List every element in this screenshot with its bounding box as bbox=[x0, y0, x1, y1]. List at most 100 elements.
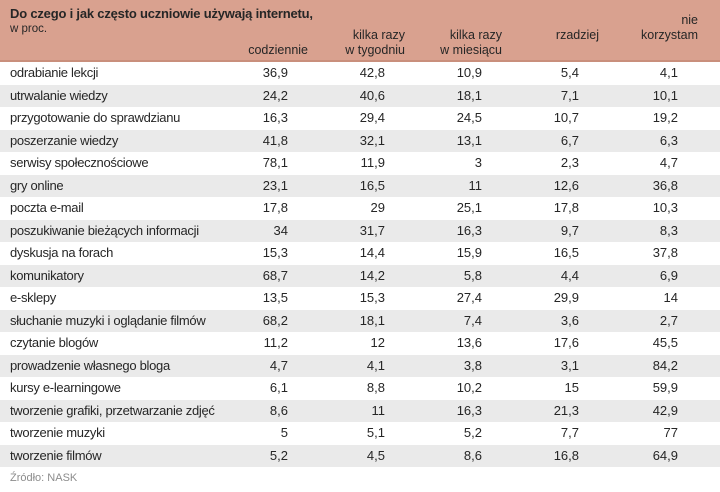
row-value: 5,1 bbox=[366, 425, 385, 440]
row-value: 11,2 bbox=[263, 335, 288, 350]
row-value: 13,6 bbox=[456, 335, 482, 350]
table-row: tworzenie muzyki 5 5,1 5,2 7,7 77 bbox=[0, 422, 720, 445]
row-value: 2,3 bbox=[560, 155, 579, 170]
row-value: 37,8 bbox=[652, 245, 678, 260]
row-value: 13,1 bbox=[456, 132, 482, 148]
row-value: 4,1 bbox=[366, 357, 385, 373]
page-title: Do czego i jak często uczniowie używają … bbox=[10, 6, 313, 21]
table-row: tworzenie grafiki, przetwarzanie zdjęć 8… bbox=[0, 399, 720, 422]
row-value: 8,6 bbox=[463, 447, 482, 463]
row-value: 8,8 bbox=[366, 380, 385, 395]
column-header-kilka-razy-w-miesiacu: kilka razy w miesiącu bbox=[440, 27, 502, 57]
table-row: utrwalanie wiedzy 24,2 40,6 18,1 7,1 10,… bbox=[0, 84, 720, 107]
table-row: czytanie blogów 11,2 12 13,6 17,6 45,5 bbox=[0, 332, 720, 355]
table-row: dyskusja na forach 15,3 14,4 15,9 16,5 3… bbox=[0, 242, 720, 265]
row-label: czytanie blogów bbox=[10, 335, 98, 350]
row-value: 11,9 bbox=[360, 155, 385, 170]
row-value: 4,4 bbox=[560, 267, 579, 283]
row-value: 4,7 bbox=[659, 155, 678, 170]
table-row: e-sklepy 13,5 15,3 27,4 29,9 14 bbox=[0, 287, 720, 310]
row-label: komunikatory bbox=[10, 267, 84, 283]
row-value: 4,5 bbox=[366, 447, 385, 463]
row-value: 10,3 bbox=[652, 200, 678, 215]
row-value: 34 bbox=[273, 222, 288, 238]
row-value: 5,2 bbox=[463, 425, 482, 440]
title-block: Do czego i jak często uczniowie używają … bbox=[0, 0, 720, 37]
row-value: 8,3 bbox=[659, 222, 678, 238]
row-value: 59,9 bbox=[652, 380, 678, 395]
row-value: 23,1 bbox=[262, 177, 288, 193]
row-value: 6,7 bbox=[560, 132, 579, 148]
row-value: 10,1 bbox=[652, 87, 678, 103]
table-row: tworzenie filmów 5,2 4,5 8,6 16,8 64,9 bbox=[0, 444, 720, 467]
row-value: 7,7 bbox=[560, 425, 579, 440]
row-value: 12 bbox=[370, 335, 385, 350]
row-value: 84,2 bbox=[652, 357, 678, 373]
column-header-nie-korzystam: nie korzystam bbox=[641, 12, 698, 42]
row-value: 77 bbox=[663, 425, 678, 440]
row-value: 36,9 bbox=[262, 65, 288, 80]
table-row: odrabianie lekcji 36,9 42,8 10,9 5,4 4,1 bbox=[0, 62, 720, 85]
row-value: 15,3 bbox=[359, 290, 385, 305]
row-value: 16,3 bbox=[262, 110, 288, 125]
table-row: gry online 23,1 16,5 11 12,6 36,8 bbox=[0, 174, 720, 197]
row-value: 45,5 bbox=[652, 335, 678, 350]
row-value: 78,1 bbox=[262, 155, 288, 170]
row-value: 29,9 bbox=[553, 290, 579, 305]
row-value: 11 bbox=[468, 177, 483, 193]
column-header-codziennie: codziennie bbox=[248, 42, 308, 57]
row-value: 14 bbox=[663, 290, 678, 305]
row-label: tworzenie grafiki, przetwarzanie zdjęć bbox=[10, 402, 215, 418]
column-headers: codziennie kilka razy w tygodniu kilka r… bbox=[0, 13, 720, 62]
table-row: prowadzenie własnego bloga 4,7 4,1 3,8 3… bbox=[0, 354, 720, 377]
row-value: 21,3 bbox=[553, 402, 579, 418]
row-label: poszukiwanie bieżących informacji bbox=[10, 222, 199, 238]
row-label: serwisy społecznościowe bbox=[10, 155, 149, 170]
row-label: poszerzanie wiedzy bbox=[10, 132, 119, 148]
row-value: 17,6 bbox=[553, 335, 579, 350]
table-body: odrabianie lekcji 36,9 42,8 10,9 5,4 4,1… bbox=[0, 62, 720, 467]
column-header-rzadziej: rzadziej bbox=[555, 27, 599, 42]
row-label: prowadzenie własnego bloga bbox=[10, 357, 170, 373]
row-value: 15,3 bbox=[262, 245, 288, 260]
row-value: 68,2 bbox=[262, 312, 288, 328]
table-row: słuchanie muzyki i oglądanie filmów 68,2… bbox=[0, 309, 720, 332]
row-value: 10,7 bbox=[553, 110, 579, 125]
row-value: 40,6 bbox=[359, 87, 385, 103]
row-value: 16,5 bbox=[553, 245, 579, 260]
row-value: 29 bbox=[370, 200, 385, 215]
row-value: 7,4 bbox=[463, 312, 482, 328]
row-value: 10,2 bbox=[456, 380, 482, 395]
row-label: dyskusja na forach bbox=[10, 245, 113, 260]
table-row: poszerzanie wiedzy 41,8 32,1 13,1 6,7 6,… bbox=[0, 129, 720, 152]
table-row: kursy e-learningowe 6,1 8,8 10,2 15 59,9 bbox=[0, 377, 720, 400]
row-label: odrabianie lekcji bbox=[10, 65, 99, 80]
source-note: Źródło: NASK bbox=[0, 467, 720, 492]
table-row: komunikatory 68,7 14,2 5,8 4,4 6,9 bbox=[0, 264, 720, 287]
row-value: 29,4 bbox=[359, 110, 385, 125]
row-value: 19,2 bbox=[652, 110, 678, 125]
row-value: 4,1 bbox=[659, 65, 678, 80]
table-row: serwisy społecznościowe 78,1 11,9 3 2,3 … bbox=[0, 152, 720, 175]
row-value: 5 bbox=[280, 425, 288, 440]
table-row: poszukiwanie bieżących informacji 34 31,… bbox=[0, 219, 720, 242]
row-label: tworzenie filmów bbox=[10, 447, 102, 463]
row-value: 5,8 bbox=[463, 267, 482, 283]
row-value: 24,5 bbox=[456, 110, 482, 125]
column-header-kilka-razy-w-tygodniu: kilka razy w tygodniu bbox=[345, 27, 405, 57]
row-value: 9,7 bbox=[560, 222, 579, 238]
row-value: 8,6 bbox=[269, 402, 288, 418]
row-label: tworzenie muzyki bbox=[10, 425, 105, 440]
row-value: 16,3 bbox=[456, 402, 482, 418]
row-label: e-sklepy bbox=[10, 290, 57, 305]
row-value: 17,8 bbox=[262, 200, 288, 215]
row-value: 32,1 bbox=[359, 132, 385, 148]
row-value: 42,8 bbox=[359, 65, 385, 80]
row-label: kursy e-learningowe bbox=[10, 380, 121, 395]
row-value: 13,5 bbox=[262, 290, 288, 305]
row-value: 3,8 bbox=[463, 357, 482, 373]
row-label: gry online bbox=[10, 177, 64, 193]
unit-label: w proc. bbox=[10, 23, 48, 36]
row-value: 64,9 bbox=[652, 447, 678, 463]
row-value: 3 bbox=[474, 155, 482, 170]
